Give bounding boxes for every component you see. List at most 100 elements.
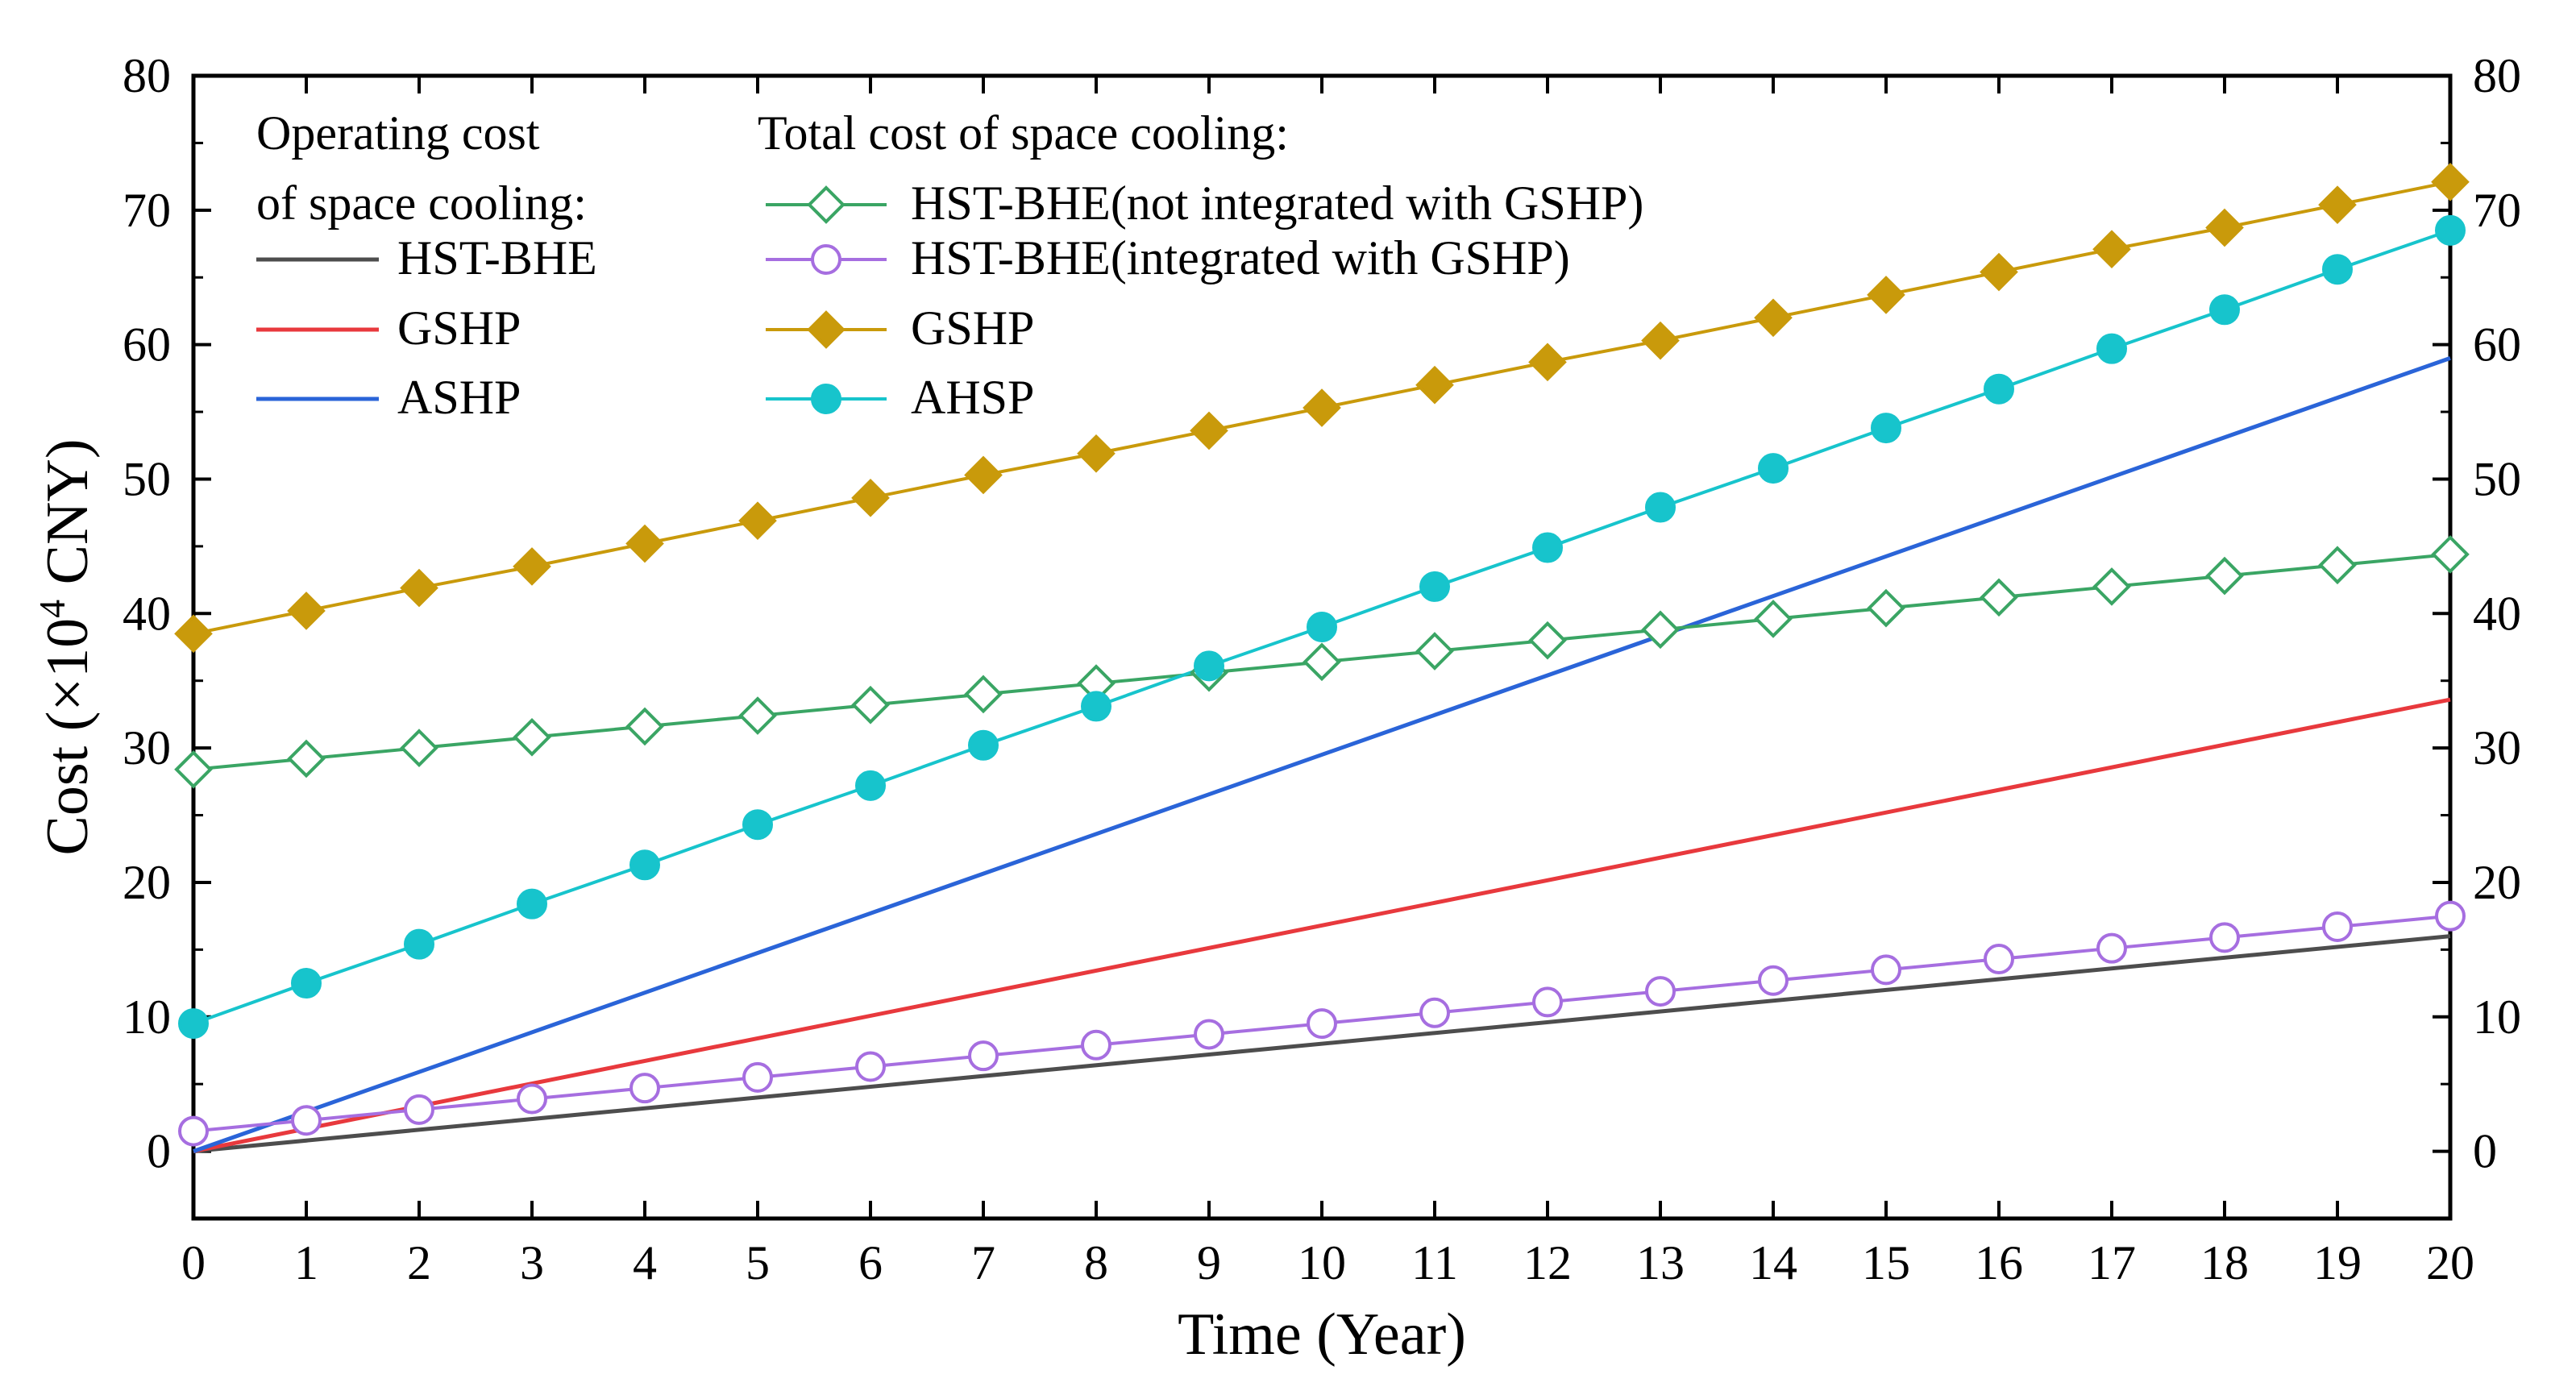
total-point-0 [964,675,1003,714]
total-point-2 [738,501,777,541]
x-tick-label: 12 [1523,1236,1572,1289]
total-point-3 [1645,492,1676,523]
total-point-2 [851,478,890,517]
total-point-2 [1415,365,1454,405]
operating-line-ashp [193,355,2451,1153]
x-tick-label: 6 [858,1236,883,1289]
total-point-1 [2435,900,2466,932]
total-point-0 [1303,642,1341,682]
y-axis-label-exponent: 4 [31,600,73,618]
legend-total-label: HST-BHE(not integrated with GSHP) [911,176,1643,230]
legend-operating-label: ASHP [397,371,521,424]
total-point-0 [1867,588,1905,628]
axis-ticks: 0 1 2 3 4 5 6 7 8 9 10 11 12 13 14 15 16 17 18 19 200 010 1020… [123,49,2521,1289]
y-axis-label-suffix: CNY) [35,439,101,600]
y-tick-label-right: 10 [2473,990,2521,1044]
total-point-1 [291,1105,322,1136]
total-point-0 [1415,632,1454,671]
total-point-0 [513,717,551,757]
total-point-0 [625,707,664,746]
x-tick-label: 10 [1298,1236,1346,1289]
total-point-0 [738,696,777,735]
total-point-1 [1645,976,1676,1007]
y-tick-label-left: 80 [123,49,171,102]
x-tick-label: 1 [294,1236,318,1289]
y-tick-label-left: 10 [123,990,171,1044]
total-point-2 [1190,411,1228,450]
y-tick-label-right: 70 [2473,184,2521,237]
total-point-1 [1871,954,1901,986]
total-point-3 [1984,373,2014,405]
total-point-3 [1307,611,1337,642]
legend-total-marker [811,384,841,414]
total-point-3 [517,888,547,920]
total-point-1 [2096,932,2127,964]
total-point-3 [968,729,999,761]
legend: Operating cost of space cooling: Total c… [256,106,1643,424]
total-point-3 [1871,413,1901,444]
x-tick-label: 0 [181,1236,206,1289]
total-point-2 [1077,434,1116,473]
total-point-3 [1081,691,1111,722]
y-tick-label-right: 50 [2473,452,2521,505]
series-lines [193,180,2451,1154]
total-point-1 [1194,1019,1224,1050]
x-tick-label: 13 [1636,1236,1685,1289]
total-point-1 [1419,997,1450,1028]
y-tick-label-right: 0 [2473,1125,2497,1178]
y-tick-label-left: 60 [123,318,171,372]
x-tick-label: 2 [407,1236,431,1289]
total-point-2 [1303,388,1341,427]
total-point-3 [2096,333,2127,364]
series-markers [174,162,2470,1147]
y-tick-label-left: 70 [123,184,171,237]
legend-total-label: HST-BHE(integrated with GSHP) [911,231,1570,284]
total-point-2 [1528,343,1567,382]
total-point-1 [1984,944,2014,975]
y-tick-label-right: 40 [2473,587,2521,640]
y-tick-label-left: 20 [123,856,171,909]
total-point-1 [742,1061,773,1093]
x-tick-label: 11 [1411,1236,1458,1289]
total-point-2 [625,524,664,563]
x-tick-label: 3 [520,1236,544,1289]
x-tick-label: 9 [1197,1236,1221,1289]
total-point-1 [1532,986,1563,1018]
legend-left-title-line1: Operating cost [256,106,540,160]
y-axis-label-prefix: Cost (×10 [35,618,101,856]
total-point-3 [629,849,660,881]
total-point-3 [1758,453,1789,484]
total-point-3 [1532,532,1563,563]
x-tick-label: 14 [1749,1236,1797,1289]
total-point-2 [513,547,551,586]
legend-right-title: Total cost of space cooling: [758,106,1289,160]
total-point-3 [855,770,886,801]
total-point-1 [178,1115,209,1147]
total-point-1 [968,1040,999,1072]
total-point-3 [2435,214,2466,246]
operating-line-gshp [193,697,2451,1154]
total-point-2 [400,568,438,608]
total-point-2 [287,592,326,630]
x-tick-label: 5 [746,1236,770,1289]
total-point-0 [1641,610,1680,650]
x-tick-label: 18 [2200,1236,2249,1289]
total-point-0 [1754,600,1793,638]
y-tick-label-right: 80 [2473,49,2521,102]
y-tick-label-right: 60 [2473,318,2521,372]
total-point-0 [1528,621,1567,660]
x-tick-label: 17 [2088,1236,2136,1289]
x-tick-label: 16 [1975,1236,2023,1289]
x-tick-label: 19 [2313,1236,2362,1289]
legend-operating-label: GSHP [397,301,521,355]
total-point-2 [1641,321,1680,360]
total-point-3 [1194,650,1224,682]
total-point-0 [2205,556,2244,596]
total-point-2 [2431,162,2470,201]
total-point-1 [1081,1029,1111,1061]
total-point-1 [855,1051,886,1082]
total-point-2 [1867,276,1905,314]
y-tick-label-left: 50 [123,452,171,505]
total-point-3 [291,968,322,999]
legend-total-marker [807,185,846,224]
